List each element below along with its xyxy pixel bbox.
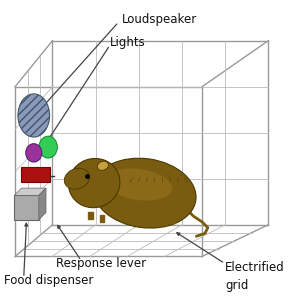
Text: Electrified: Electrified	[225, 261, 285, 274]
Text: Lights: Lights	[110, 36, 146, 49]
Polygon shape	[89, 212, 93, 219]
Text: Food dispenser: Food dispenser	[4, 274, 93, 287]
Text: Response lever: Response lever	[56, 257, 146, 270]
Polygon shape	[170, 216, 175, 224]
Ellipse shape	[64, 168, 90, 189]
Bar	[14, 195, 39, 220]
Polygon shape	[14, 188, 46, 195]
Polygon shape	[162, 218, 166, 225]
Ellipse shape	[105, 168, 172, 201]
Polygon shape	[100, 215, 104, 222]
Ellipse shape	[26, 144, 42, 162]
Ellipse shape	[69, 158, 120, 208]
Ellipse shape	[93, 158, 196, 228]
Text: grid: grid	[225, 279, 249, 292]
Polygon shape	[39, 188, 46, 220]
Ellipse shape	[97, 161, 108, 170]
Ellipse shape	[39, 136, 58, 158]
Bar	[21, 167, 49, 182]
Ellipse shape	[18, 94, 49, 137]
Text: Loudspeaker: Loudspeaker	[122, 13, 197, 26]
